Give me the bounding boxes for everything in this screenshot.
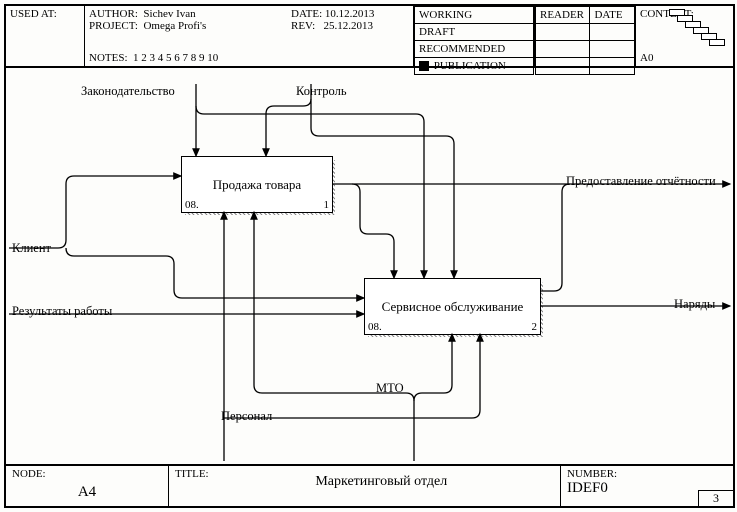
reader-label: READER — [536, 7, 590, 24]
notes-label: NOTES: — [89, 52, 128, 64]
arrows-svg — [6, 66, 733, 466]
status-recommended: RECOMMENDED — [415, 41, 534, 58]
title: Маркетинговый отдел — [175, 474, 554, 490]
date2-label: DATE — [590, 7, 635, 24]
diagram-frame: USED AT: AUTHOR: Sichev Ivan DATE: 10.12… — [4, 4, 735, 508]
diagram-canvas: Продажа товара 08. 1 Сервисное обслужива… — [6, 66, 733, 466]
used-at-cell: USED AT: — [6, 6, 85, 66]
context-code: A0 — [640, 52, 653, 64]
title-label: TITLE: — [175, 468, 209, 480]
context-cell: CONTEXT: A0 — [636, 6, 733, 66]
page: 3 — [698, 490, 733, 506]
notes: 1 2 3 4 5 6 7 8 9 10 — [133, 52, 218, 64]
status-cell: WORKING DRAFT RECOMMENDED PUBLICATION — [414, 6, 535, 66]
number-label: NUMBER: — [567, 468, 617, 480]
status-working: WORKING — [415, 7, 534, 24]
project: Omega Profi's — [143, 20, 206, 32]
date: 10.12.2013 — [325, 8, 375, 20]
author: Sichev Ivan — [143, 8, 195, 20]
reader-cell: READER DATE — [535, 6, 636, 66]
date-label: DATE: — [291, 8, 322, 20]
node-cell: NODE: A4 — [6, 466, 169, 506]
footer: NODE: A4 TITLE: Маркетинговый отдел NUMB… — [6, 464, 733, 506]
project-label: PROJECT: — [89, 20, 138, 32]
rev-label: REV: — [291, 20, 315, 32]
node: A4 — [12, 484, 162, 501]
rev: 25.12.2013 — [324, 20, 374, 32]
header: USED AT: AUTHOR: Sichev Ivan DATE: 10.12… — [6, 6, 733, 68]
node-label: NODE: — [12, 468, 46, 480]
author-project-cell: AUTHOR: Sichev Ivan DATE: 10.12.2013 PRO… — [85, 6, 414, 66]
context-stairs-icon — [669, 10, 729, 46]
used-at-label: USED AT: — [10, 8, 57, 20]
status-draft: DRAFT — [415, 24, 534, 41]
author-label: AUTHOR: — [89, 8, 138, 20]
number-cell: NUMBER: IDEF0 3 — [561, 466, 733, 506]
title-cell: TITLE: Маркетинговый отдел — [169, 466, 561, 506]
